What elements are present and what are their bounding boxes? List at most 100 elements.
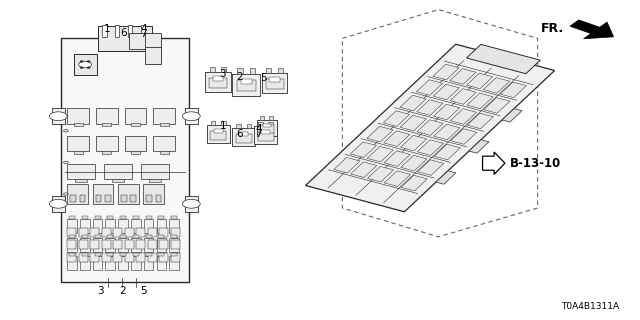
Bar (133, 253, 139, 256)
Bar (149, 179, 161, 182)
Bar (383, 111, 410, 126)
Bar (125, 240, 134, 250)
Bar (383, 131, 410, 147)
Bar (133, 216, 139, 219)
Bar (67, 237, 77, 252)
Bar (95, 195, 102, 202)
Bar (451, 109, 477, 124)
Bar (67, 228, 76, 237)
Bar (451, 129, 477, 144)
Bar (146, 253, 152, 256)
Bar (269, 77, 280, 82)
Bar (278, 68, 283, 73)
Text: 7: 7 (140, 28, 147, 39)
Bar (118, 256, 128, 270)
Bar (159, 240, 168, 250)
Bar (120, 253, 126, 256)
Bar (210, 131, 227, 140)
Bar (400, 95, 426, 111)
Bar (90, 240, 99, 250)
Bar (433, 84, 460, 100)
Bar (61, 38, 189, 282)
Bar (367, 166, 394, 182)
Bar (93, 256, 102, 270)
Bar (384, 151, 410, 166)
Bar (157, 219, 166, 234)
Bar (102, 123, 111, 126)
Bar (257, 132, 274, 140)
Bar (221, 67, 227, 72)
Bar (257, 120, 277, 136)
Bar (232, 128, 255, 146)
Text: 5: 5 (140, 285, 147, 296)
Bar (74, 123, 83, 126)
Bar (76, 179, 87, 182)
Bar (269, 116, 273, 120)
Circle shape (49, 112, 67, 121)
Bar (367, 146, 394, 162)
Bar (131, 123, 140, 126)
Bar (266, 79, 284, 89)
Bar (102, 240, 111, 250)
Bar (158, 235, 164, 237)
Bar (450, 69, 476, 84)
Bar (417, 100, 443, 115)
Bar (131, 219, 141, 234)
Bar (159, 123, 168, 126)
Text: 3: 3 (97, 285, 104, 296)
Text: FR.: FR. (541, 22, 564, 35)
Bar (467, 93, 493, 109)
Bar (254, 126, 277, 144)
Bar (384, 171, 410, 187)
Bar (158, 253, 164, 256)
Text: 6: 6 (120, 28, 127, 38)
Bar (104, 164, 132, 180)
Bar (401, 155, 427, 171)
Bar (258, 122, 263, 126)
Bar (125, 228, 134, 237)
Bar (171, 240, 180, 250)
Circle shape (80, 67, 83, 68)
Bar (67, 108, 89, 124)
Bar (79, 240, 88, 250)
Bar (236, 124, 241, 128)
Bar (483, 78, 509, 93)
Bar (209, 78, 227, 88)
Bar (232, 74, 260, 96)
Bar (159, 253, 168, 262)
Bar (400, 115, 426, 131)
Bar (146, 216, 152, 219)
Bar (108, 216, 113, 219)
Bar (434, 124, 460, 140)
Bar (467, 44, 540, 74)
Bar (112, 179, 124, 182)
Bar (500, 82, 527, 98)
Bar (148, 253, 157, 262)
Bar (261, 131, 270, 134)
Bar (128, 25, 132, 37)
Bar (113, 228, 122, 237)
Bar (67, 219, 77, 234)
Text: 4: 4 (140, 24, 147, 34)
Bar (102, 228, 111, 237)
Bar (367, 126, 393, 142)
Bar (207, 125, 230, 143)
Bar (266, 68, 271, 73)
Bar (305, 44, 555, 212)
Bar (141, 164, 169, 180)
Circle shape (79, 61, 92, 68)
Bar (131, 151, 140, 155)
Bar (250, 68, 255, 74)
Bar (241, 79, 252, 84)
Circle shape (80, 60, 83, 62)
Bar (169, 219, 179, 234)
Bar (131, 256, 141, 270)
Bar (268, 122, 273, 126)
Bar (93, 237, 102, 252)
Bar (171, 253, 177, 256)
Bar (185, 196, 198, 212)
Bar (334, 157, 360, 173)
Text: 1: 1 (104, 24, 111, 34)
Bar (171, 235, 177, 237)
Bar (156, 195, 161, 202)
